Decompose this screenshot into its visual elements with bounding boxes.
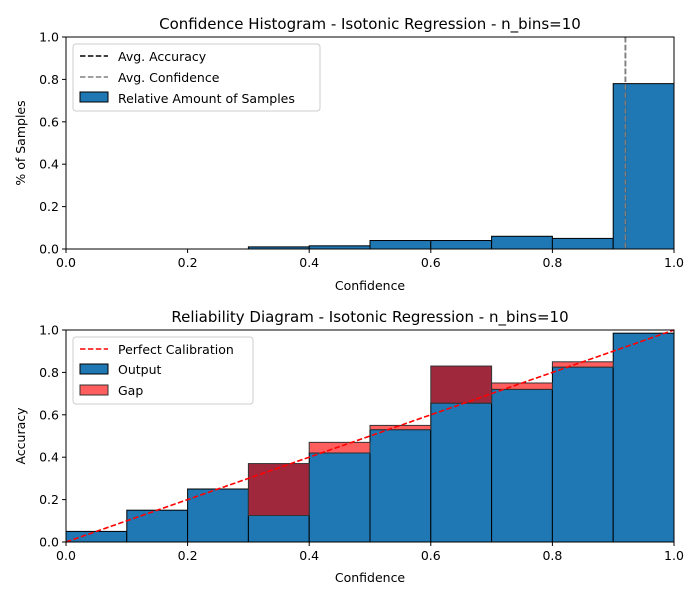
- histogram-bar: [491, 235, 553, 250]
- reliability-title: Reliability Diagram - Isotonic Regressio…: [171, 308, 568, 327]
- reliability-x-ticks: 0.0 0.2 0.4 0.6 0.8 1.0: [56, 542, 684, 563]
- reliability-x-tick-label: 0.8: [542, 548, 562, 563]
- histogram-y-tick-label: 0.0: [39, 242, 59, 257]
- histogram-x-axis-label: Confidence: [335, 278, 406, 293]
- gap-bar: [491, 382, 553, 390]
- histogram-y-tick-label: 0.2: [39, 199, 59, 214]
- perfect-calibration-line: [65, 329, 675, 543]
- histogram-bar: [612, 83, 675, 250]
- reliability-y-tick-label: 0.6: [39, 407, 59, 422]
- histogram-bar: [430, 240, 493, 250]
- histogram-y-tick-label: 1.0: [39, 30, 59, 45]
- legend-avg-accuracy-label: Avg. Accuracy: [118, 49, 207, 64]
- output-bar: [369, 429, 432, 543]
- reliability-x-axis-label: Confidence: [335, 570, 406, 585]
- reliability-y-ticks: 0.0 0.2 0.4 0.6 0.8 1.0: [39, 323, 66, 550]
- output-bar: [65, 530, 128, 543]
- output-bar: [247, 515, 310, 543]
- output-bar: [430, 402, 493, 543]
- reliability-x-tick-label: 1.0: [664, 548, 684, 563]
- reliability-y-axis-label: Accuracy: [13, 407, 28, 465]
- confidence-histogram-chart: Confidence Histogram - Isotonic Regressi…: [13, 15, 684, 293]
- reliability-x-tick-label: 0.0: [56, 548, 76, 563]
- histogram-x-tick-label: 0.8: [542, 255, 562, 270]
- histogram-axes-frame: [65, 36, 675, 250]
- reliability-calibration-line: [65, 329, 675, 543]
- gap-bar: [430, 365, 493, 404]
- histogram-x-ticks: 0.0 0.2 0.4 0.6 0.8 1.0: [56, 249, 684, 270]
- histogram-legend-box: [72, 43, 321, 112]
- reliability-y-tick-label: 0.0: [39, 535, 59, 550]
- legend-perfect-calibration-label: Perfect Calibration: [118, 342, 234, 357]
- legend-gap-swatch: [79, 384, 109, 396]
- histogram-x-tick-label: 0.0: [56, 255, 76, 270]
- histogram-y-tick-label: 0.6: [39, 114, 59, 129]
- legend-relative-amount-swatch: [79, 91, 109, 103]
- output-bar: [491, 388, 553, 543]
- histogram-y-tick-label: 0.4: [39, 157, 59, 172]
- reliability-axes-frame: [65, 329, 675, 543]
- legend-output-label: Output: [118, 362, 162, 377]
- reliability-x-tick-label: 0.2: [178, 548, 198, 563]
- reliability-y-tick-label: 1.0: [39, 323, 59, 338]
- histogram-y-axis-label: % of Samples: [13, 100, 28, 185]
- reliability-y-tick-label: 0.2: [39, 492, 59, 507]
- gap-bar: [247, 463, 310, 516]
- legend-relative-amount-label: Relative Amount of Samples: [118, 91, 295, 106]
- histogram-bar: [369, 240, 432, 250]
- reliability-legend: Perfect Calibration Output Gap: [72, 336, 254, 405]
- histogram-x-tick-label: 0.2: [178, 255, 198, 270]
- legend-output-swatch: [79, 363, 109, 375]
- histogram-x-tick-label: 0.6: [421, 255, 441, 270]
- gap-bar: [369, 424, 432, 431]
- output-bar: [308, 452, 371, 543]
- reliability-x-tick-label: 0.6: [421, 548, 441, 563]
- reliability-y-tick-label: 0.4: [39, 450, 59, 465]
- histogram-title: Confidence Histogram - Isotonic Regressi…: [159, 15, 581, 34]
- reliability-x-tick-label: 0.4: [299, 548, 319, 563]
- histogram-x-tick-label: 1.0: [664, 255, 684, 270]
- reliability-diagram-chart: Reliability Diagram - Isotonic Regressio…: [13, 308, 684, 585]
- histogram-y-tick-label: 0.8: [39, 72, 59, 87]
- histogram-x-tick-label: 0.4: [299, 255, 319, 270]
- histogram-legend: Avg. Accuracy Avg. Confidence Relative A…: [72, 43, 321, 112]
- output-bar: [612, 332, 675, 543]
- reliability-legend-box: [72, 336, 254, 405]
- output-bar: [551, 366, 614, 543]
- legend-avg-confidence-label: Avg. Confidence: [118, 70, 220, 85]
- gap-bar: [308, 441, 371, 454]
- histogram-bars: [247, 83, 675, 250]
- legend-gap-label: Gap: [118, 383, 143, 398]
- reliability-y-tick-label: 0.8: [39, 365, 59, 380]
- output-bar: [126, 509, 189, 543]
- histogram-y-ticks: 0.0 0.2 0.4 0.6 0.8 1.0: [39, 30, 66, 257]
- histogram-bar: [551, 237, 614, 250]
